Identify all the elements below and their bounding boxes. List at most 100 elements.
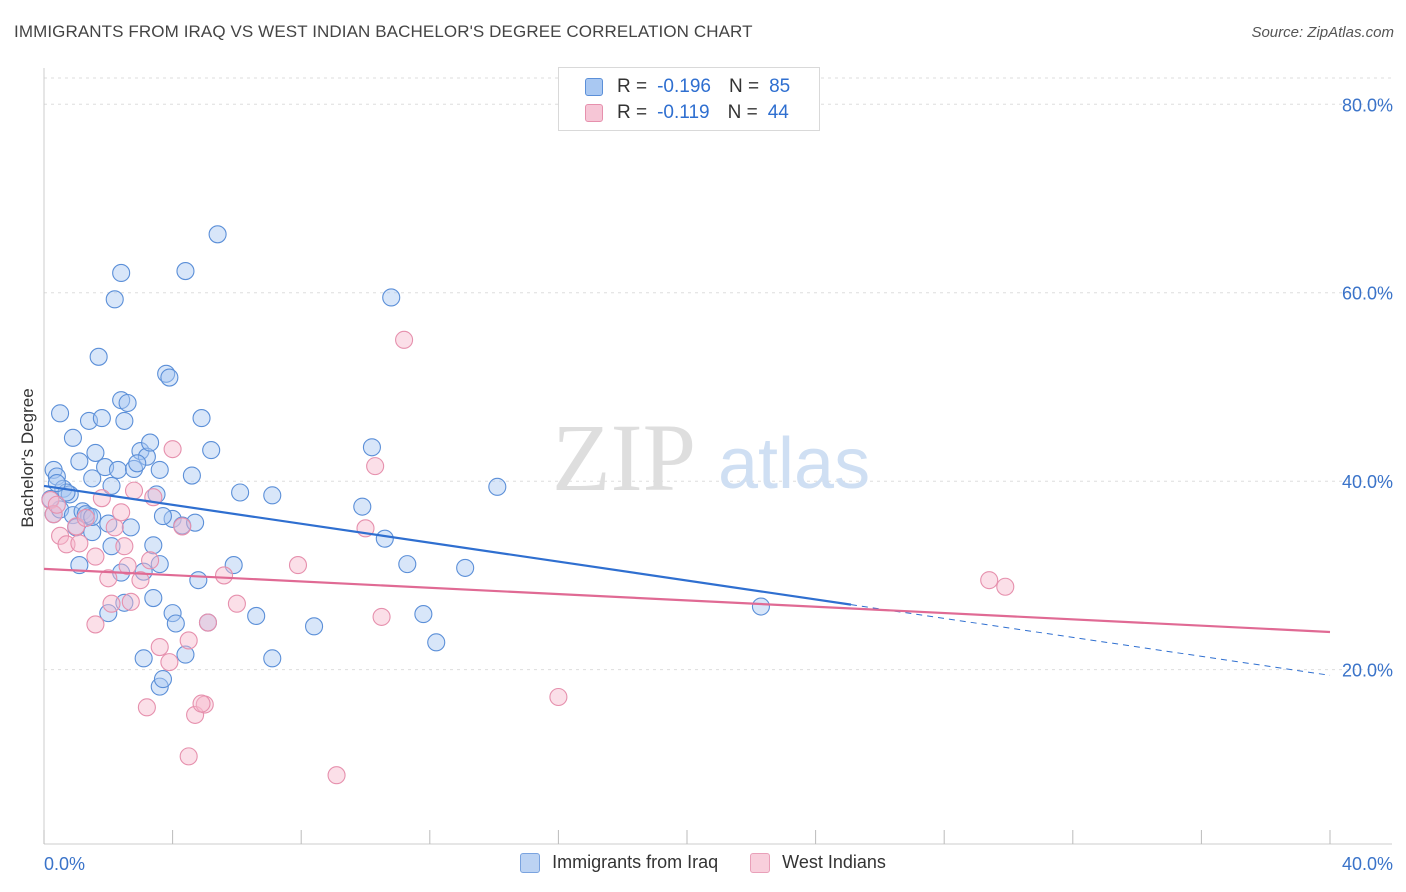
x-tick-label: 40.0% bbox=[1342, 854, 1393, 874]
data-point bbox=[176, 645, 195, 664]
data-point bbox=[150, 460, 169, 479]
data-point bbox=[102, 594, 121, 613]
data-point bbox=[166, 614, 185, 633]
legend-swatch-west-indians bbox=[750, 852, 771, 873]
data-point bbox=[144, 536, 163, 555]
data-point bbox=[57, 535, 76, 554]
data-point bbox=[112, 503, 131, 522]
legend-row-iraq: R = -0.196 N = 85 bbox=[585, 75, 790, 99]
data-point bbox=[144, 589, 163, 608]
legend-n-label: N = bbox=[728, 76, 760, 97]
legend-label-iraq: Immigrants from Iraq bbox=[552, 852, 719, 872]
data-point bbox=[137, 698, 156, 717]
data-point bbox=[160, 368, 179, 387]
data-point bbox=[118, 393, 137, 413]
data-point bbox=[121, 518, 140, 537]
legend-item-west-indians: West Indians bbox=[750, 852, 886, 873]
data-point bbox=[105, 518, 124, 537]
data-point bbox=[163, 604, 182, 623]
trend-line-iraq-extension bbox=[850, 604, 1331, 676]
data-point bbox=[70, 452, 89, 471]
data-point bbox=[382, 288, 401, 307]
data-point bbox=[189, 571, 208, 590]
watermark: ZIP atlas bbox=[552, 404, 870, 511]
data-point bbox=[112, 263, 131, 282]
data-point bbox=[751, 597, 770, 616]
data-point bbox=[996, 577, 1015, 596]
data-point bbox=[980, 571, 999, 590]
data-point bbox=[108, 460, 127, 479]
legend-n-value: 44 bbox=[767, 102, 789, 123]
data-point bbox=[51, 404, 70, 423]
trend-lines bbox=[43, 484, 1331, 676]
data-point bbox=[105, 290, 124, 309]
data-point bbox=[414, 605, 433, 624]
data-point bbox=[124, 481, 144, 500]
data-point bbox=[263, 486, 282, 505]
axes bbox=[43, 68, 1392, 845]
data-point bbox=[182, 466, 201, 485]
data-point bbox=[231, 483, 250, 502]
legend-swatch-west-indians bbox=[585, 104, 603, 122]
data-point bbox=[134, 649, 153, 668]
data-point bbox=[202, 441, 221, 460]
legend-n-label: N = bbox=[727, 102, 758, 123]
data-point bbox=[141, 433, 160, 452]
data-point bbox=[124, 459, 144, 479]
legend-swatch-iraq bbox=[520, 852, 541, 873]
data-point bbox=[86, 443, 105, 462]
data-point bbox=[153, 670, 173, 689]
data-point bbox=[198, 613, 218, 632]
data-point bbox=[179, 747, 198, 766]
data-point bbox=[305, 617, 324, 636]
legend-item-iraq: Immigrants from Iraq bbox=[520, 852, 718, 873]
data-point bbox=[179, 631, 198, 650]
data-point bbox=[163, 440, 182, 459]
data-point bbox=[115, 537, 134, 556]
data-point bbox=[83, 469, 102, 488]
legend-r-value: -0.196 bbox=[657, 76, 711, 97]
data-point bbox=[192, 409, 211, 428]
watermark-atlas: atlas bbox=[718, 424, 870, 504]
data-point bbox=[192, 694, 211, 713]
data-point bbox=[128, 454, 147, 473]
y-tick-label: 20.0% bbox=[1342, 661, 1393, 681]
data-point bbox=[160, 653, 179, 672]
data-point bbox=[153, 507, 173, 526]
data-point bbox=[176, 262, 195, 281]
data-point bbox=[227, 594, 246, 613]
data-point bbox=[427, 633, 446, 652]
data-point bbox=[102, 537, 121, 556]
trend-line-west-indians bbox=[43, 567, 1331, 634]
data-point bbox=[362, 438, 381, 457]
data-point bbox=[44, 505, 63, 524]
data-point bbox=[86, 615, 105, 634]
data-point bbox=[99, 604, 118, 623]
trend-line-iraq bbox=[43, 484, 852, 606]
data-point bbox=[398, 555, 417, 574]
data-point bbox=[150, 555, 169, 574]
data-point bbox=[83, 507, 102, 527]
data-point bbox=[137, 447, 156, 466]
data-point bbox=[141, 551, 160, 570]
x-tick-label: 0.0% bbox=[44, 854, 85, 874]
data-point bbox=[375, 529, 394, 548]
legend-swatch-iraq bbox=[585, 78, 603, 96]
y-axis-label: Bachelor's Degree bbox=[18, 388, 37, 527]
data-point bbox=[102, 476, 121, 495]
y-tick-label: 60.0% bbox=[1342, 284, 1393, 304]
legend-n-value: 85 bbox=[769, 76, 791, 97]
gridlines bbox=[44, 77, 1392, 671]
data-point bbox=[372, 607, 391, 626]
data-point bbox=[288, 556, 308, 575]
data-point bbox=[150, 638, 169, 657]
series-legend: Immigrants from Iraq West Indians bbox=[0, 852, 1406, 873]
data-point bbox=[366, 457, 385, 476]
data-point bbox=[92, 489, 111, 508]
data-point bbox=[247, 606, 266, 626]
watermark-zip: ZIP bbox=[552, 404, 696, 511]
legend-row-west-indians: R = -0.119 N = 44 bbox=[585, 101, 789, 125]
data-point bbox=[86, 547, 105, 566]
legend-r-label: R = bbox=[617, 102, 648, 123]
